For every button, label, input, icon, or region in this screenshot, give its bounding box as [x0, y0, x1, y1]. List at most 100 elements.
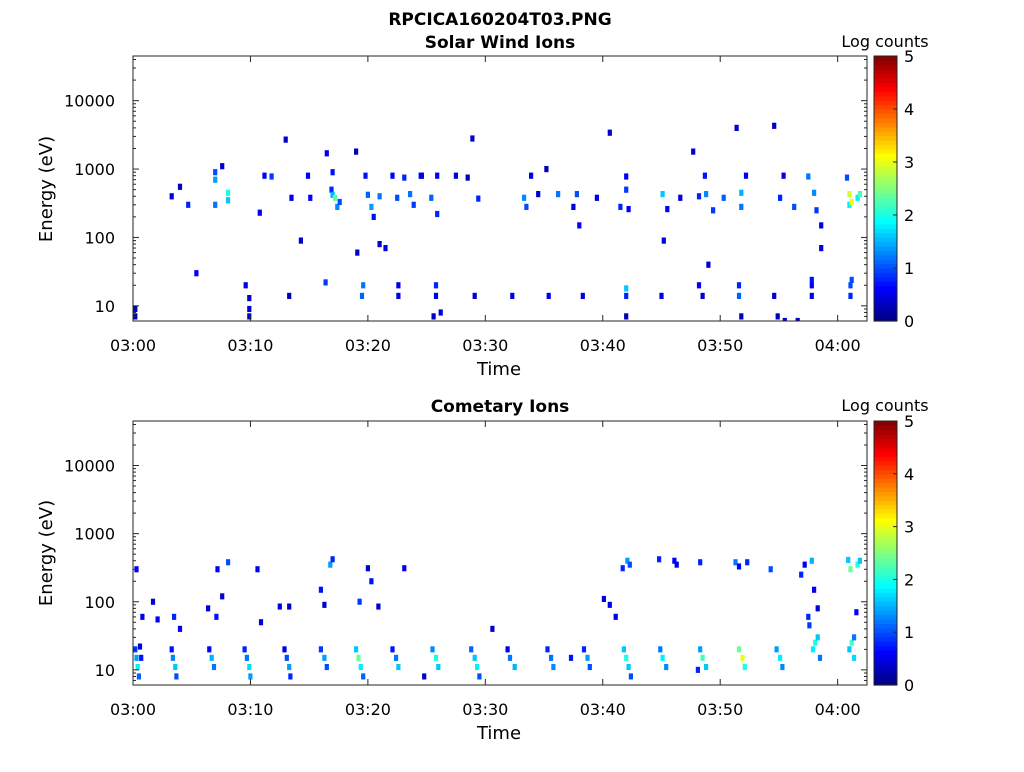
heatmap-cell: [852, 634, 857, 641]
colorbar-swatch: [874, 206, 897, 212]
heatmap-cell: [698, 646, 703, 653]
heatmap-cell: [220, 163, 225, 170]
colorbar-swatch: [874, 429, 897, 435]
colorbar-swatch: [874, 561, 897, 567]
heatmap-cell: [607, 601, 612, 608]
heatmap-cell: [139, 654, 144, 661]
heatmap-cell: [282, 646, 287, 653]
x-tick-label: 03:50: [697, 700, 743, 719]
heatmap-cell: [390, 646, 395, 653]
heatmap-cell: [809, 292, 814, 299]
heatmap-cell: [438, 309, 443, 316]
heatmap-cell: [396, 664, 401, 671]
heatmap-cell: [855, 194, 860, 201]
colorbar-swatch: [874, 460, 897, 466]
x-tick-label: 04:00: [815, 336, 861, 355]
colorbar-swatch: [874, 469, 897, 475]
colorbar-swatch: [874, 566, 897, 572]
colorbar-tick-label: 3: [904, 518, 914, 537]
heatmap-cell: [696, 193, 702, 200]
heatmap-cell: [220, 593, 225, 600]
heatmap-cell: [173, 664, 178, 671]
colorbar-frame: [873, 55, 898, 322]
heatmap-cell: [395, 194, 400, 201]
colorbar-swatch: [874, 281, 897, 287]
colorbar-swatch: [874, 509, 897, 514]
colorbar-swatch: [874, 667, 897, 673]
heatmap-cell: [255, 566, 260, 573]
heatmap-cell: [848, 566, 853, 573]
heatmap-cell: [627, 561, 632, 568]
colorbar-swatch: [874, 316, 897, 322]
y-tick-label: 100: [84, 593, 115, 612]
colorbar-swatch: [874, 438, 897, 444]
x-axis-label: Time: [476, 359, 521, 380]
heatmap-cell: [736, 292, 742, 299]
heatmap-cell: [436, 664, 441, 671]
colorbar-swatch: [874, 539, 897, 545]
heatmap-cell: [207, 646, 212, 653]
colorbar-swatch: [874, 531, 897, 536]
colorbar-swatch: [874, 517, 897, 523]
heatmap-cell: [226, 559, 231, 566]
colorbar-tick-label: 1: [904, 623, 914, 642]
colorbar-tick-label: 1: [904, 259, 914, 278]
heatmap-cell: [134, 566, 139, 573]
colorbar-swatch: [874, 148, 897, 154]
colorbar-swatch: [874, 610, 897, 616]
heatmap-cell: [624, 173, 629, 180]
colorbar-swatch: [874, 175, 897, 181]
heatmap-cell: [247, 295, 252, 302]
heatmap-cell: [213, 201, 218, 208]
heatmap-cell: [136, 673, 141, 680]
heatmap-cell: [155, 616, 160, 623]
heatmap-cell: [792, 203, 797, 210]
colorbar-swatch: [874, 210, 897, 216]
colorbar-swatch: [874, 188, 897, 194]
colorbar-swatch: [874, 451, 897, 457]
colorbar-swatch: [874, 303, 897, 309]
heatmap-cell: [390, 172, 395, 179]
colorbar-swatch: [874, 78, 897, 84]
colorbar-swatch: [874, 456, 897, 462]
heatmap-cell: [135, 664, 140, 671]
colorbar-swatch: [874, 139, 897, 145]
heatmap-cell: [847, 191, 852, 198]
heatmap-cell: [337, 198, 342, 206]
heatmap-cell: [408, 191, 413, 198]
heatmap-cell: [624, 292, 629, 299]
colorbar-swatch: [874, 645, 897, 651]
heatmap-cell: [740, 654, 745, 661]
colorbar-swatch: [874, 504, 897, 510]
colorbar-swatch: [874, 535, 897, 541]
heatmap-cell: [247, 664, 252, 671]
colorbar-swatch: [874, 605, 897, 611]
heatmap-cell: [369, 578, 374, 585]
colorbar-swatch: [874, 69, 897, 75]
heatmap-cell: [817, 654, 823, 661]
cometary-ions-panel: Cometary Ions Log counts Time Energy (eV…: [36, 396, 929, 744]
heatmap-cell: [435, 210, 440, 218]
heatmap-cell: [277, 603, 282, 610]
heatmap-cell: [806, 613, 811, 620]
colorbar-swatch: [874, 157, 897, 163]
colorbar-swatch: [874, 263, 897, 269]
heatmap-cell: [815, 634, 820, 641]
heatmap-cell: [674, 561, 679, 568]
heatmap-cell: [429, 194, 434, 201]
y-tick-label: 100: [84, 228, 115, 247]
colorbar-swatch: [874, 487, 897, 492]
heatmap-cell: [369, 203, 374, 210]
heatmap-cell: [846, 556, 851, 563]
heatmap-cell: [626, 206, 631, 213]
heatmap-cell: [335, 203, 340, 210]
heatmap-cell: [522, 194, 527, 201]
heatmap-cell: [169, 646, 174, 653]
heatmap-cell: [376, 603, 381, 610]
heatmap-cell: [704, 191, 709, 198]
heatmap-cell: [383, 245, 388, 252]
heatmap-cell: [172, 613, 177, 620]
heatmap-cell: [594, 194, 599, 201]
heatmap-cell: [262, 172, 267, 179]
heatmap-cell: [774, 646, 779, 653]
